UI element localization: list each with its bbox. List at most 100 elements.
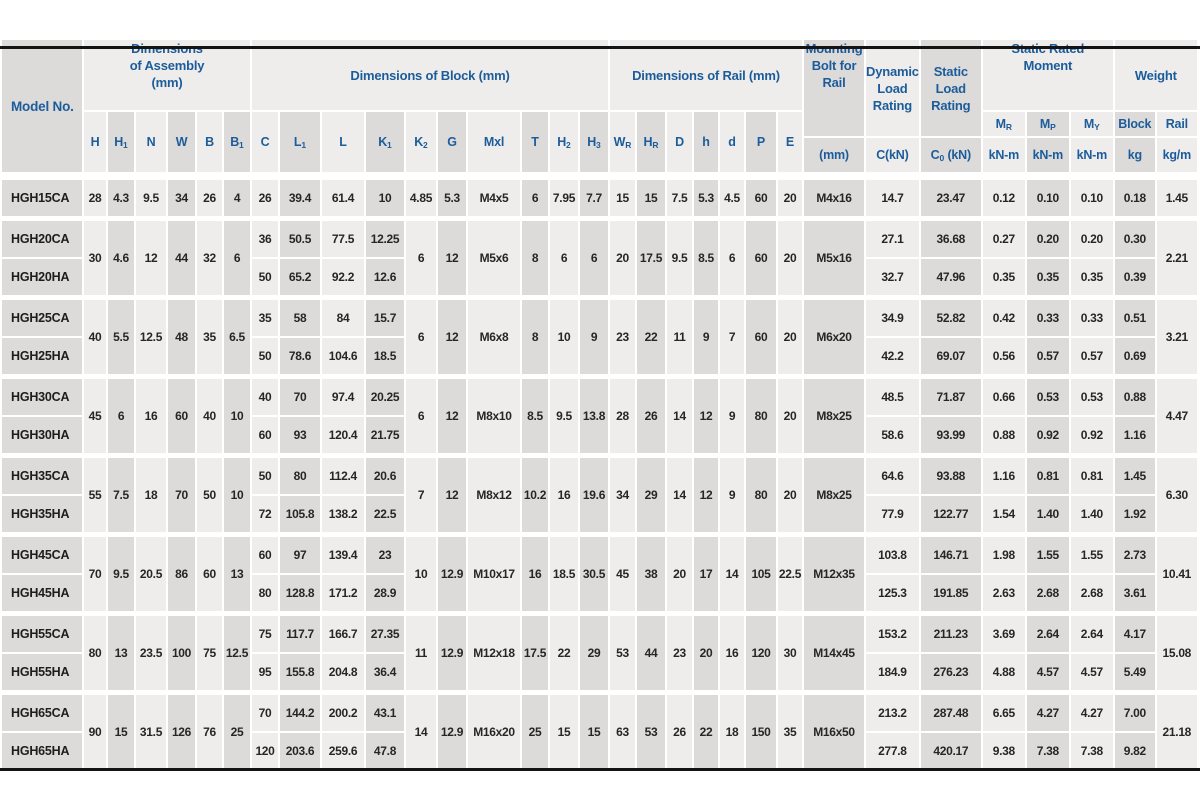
model-cell: HGH45HA [2, 575, 82, 611]
value-cell: M8x25 [804, 458, 864, 532]
group-gap [2, 297, 1197, 298]
value-cell: 0.92 [1026, 417, 1069, 453]
value-cell: 11 [406, 616, 436, 690]
value-cell: 4.47 [1156, 379, 1197, 453]
value-cell: 211.23 [920, 616, 981, 652]
value-cell: 5.3 [694, 180, 718, 216]
header-static-unit: C0 (kN) [920, 138, 981, 172]
value-cell: 19.6 [580, 458, 608, 532]
header-symbol: H1 [108, 112, 134, 172]
value-cell: 77.9 [866, 496, 919, 532]
value-cell: 14 [720, 537, 744, 611]
value-cell: 40 [197, 379, 222, 453]
value-cell: 4.27 [1070, 695, 1113, 731]
header-weight-col: Block [1114, 112, 1155, 136]
value-cell: 20 [667, 537, 692, 611]
value-cell: 47.96 [920, 259, 981, 295]
value-cell: 50 [252, 458, 278, 494]
value-cell: M4x16 [804, 180, 864, 216]
value-cell: 15.08 [1156, 616, 1197, 690]
value-cell: 25 [224, 695, 250, 769]
value-cell: 44 [637, 616, 665, 690]
value-cell: 97.4 [322, 379, 364, 415]
value-cell: 12.6 [366, 259, 404, 295]
value-cell: M8x10 [468, 379, 520, 453]
value-cell: 6 [224, 221, 250, 295]
header-static-group: Static Load Rating [920, 40, 981, 136]
value-cell: 7.00 [1114, 695, 1155, 731]
value-cell: 36.4 [366, 654, 404, 690]
value-cell: 14 [667, 379, 692, 453]
value-cell: 9 [580, 300, 608, 374]
value-cell: 17.5 [637, 221, 665, 295]
value-cell: 4 [224, 180, 250, 216]
header-symbol: B [197, 112, 222, 172]
value-cell: 21.75 [366, 417, 404, 453]
value-cell: 0.33 [1070, 300, 1113, 336]
value-cell: 20 [610, 221, 635, 295]
value-cell: 12 [438, 379, 466, 453]
value-cell: 7.5 [667, 180, 692, 216]
value-cell: 76 [197, 695, 222, 769]
value-cell: 20.25 [366, 379, 404, 415]
value-cell: 16 [550, 458, 578, 532]
value-cell: 45 [610, 537, 635, 611]
value-cell: 12 [136, 221, 166, 295]
value-cell: 90 [84, 695, 106, 769]
header-weight-col: Rail [1156, 112, 1197, 136]
value-cell: 0.35 [1026, 259, 1069, 295]
value-cell: 36.68 [920, 221, 981, 257]
value-cell: 2.73 [1114, 537, 1155, 573]
value-cell: 60 [252, 417, 278, 453]
value-cell: 8.5 [694, 221, 718, 295]
top-rule [0, 46, 1200, 49]
value-cell: 70 [84, 537, 106, 611]
value-cell: 36 [252, 221, 278, 257]
value-cell: 23 [610, 300, 635, 374]
value-cell: 40 [84, 300, 106, 374]
header-moment-col: MY [1070, 112, 1113, 136]
value-cell: 6 [406, 379, 436, 453]
value-cell: 21.18 [1156, 695, 1197, 769]
value-cell: 6 [580, 221, 608, 295]
header-symbol: h [694, 112, 718, 172]
value-cell: 184.9 [866, 654, 919, 690]
value-cell: 2.21 [1156, 221, 1197, 295]
value-cell: 4.85 [406, 180, 436, 216]
value-cell: 100 [168, 616, 195, 690]
value-cell: 0.57 [1026, 338, 1069, 374]
value-cell: 52.82 [920, 300, 981, 336]
value-cell: 16 [522, 537, 548, 611]
value-cell: 7.95 [550, 180, 578, 216]
value-cell: 0.69 [1114, 338, 1155, 374]
value-cell: 13.8 [580, 379, 608, 453]
value-cell: 139.4 [322, 537, 364, 573]
value-cell: 43.1 [366, 695, 404, 731]
value-cell: 153.2 [866, 616, 919, 652]
model-cell: HGH35HA [2, 496, 82, 532]
value-cell: 27.35 [366, 616, 404, 652]
value-cell: 112.4 [322, 458, 364, 494]
value-cell: 60 [168, 379, 195, 453]
value-cell: 4.88 [982, 654, 1025, 690]
value-cell: 48.5 [866, 379, 919, 415]
header-bolt-unit: (mm) [804, 138, 864, 172]
value-cell: 0.51 [1114, 300, 1155, 336]
group-gap [2, 692, 1197, 693]
value-cell: 34.9 [866, 300, 919, 336]
value-cell: 58 [280, 300, 320, 336]
value-cell: 0.33 [1026, 300, 1069, 336]
value-cell: 31.5 [136, 695, 166, 769]
value-cell: 20.6 [366, 458, 404, 494]
value-cell: 27.1 [866, 221, 919, 257]
value-cell: 10.41 [1156, 537, 1197, 611]
value-cell: 6 [720, 221, 744, 295]
value-cell: 22.5 [778, 537, 802, 611]
value-cell: 80 [252, 575, 278, 611]
group-gap [2, 613, 1197, 614]
value-cell: 22 [637, 300, 665, 374]
value-cell: 4.3 [108, 180, 134, 216]
value-cell: 166.7 [322, 616, 364, 652]
value-cell: 120 [252, 733, 278, 769]
